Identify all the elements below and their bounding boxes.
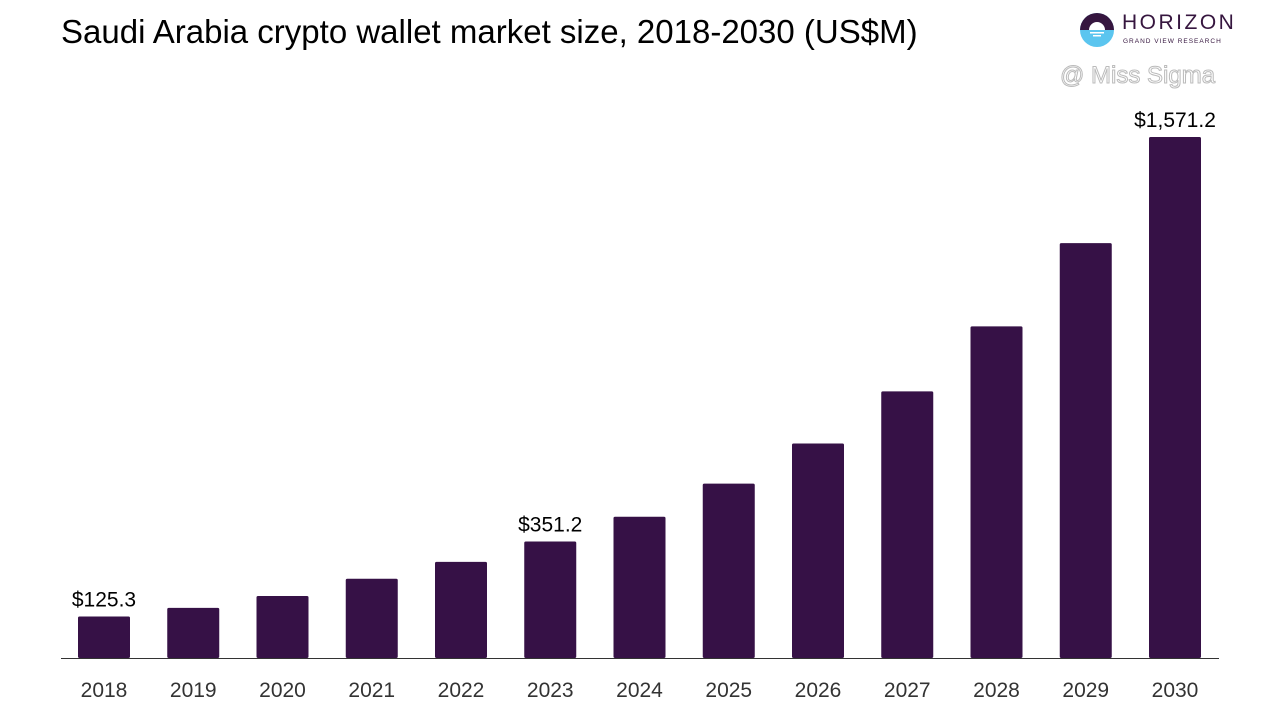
data-label-2018: $125.3 <box>72 588 136 611</box>
x-tick-label: 2024 <box>616 679 663 702</box>
logo-icon <box>1080 13 1114 47</box>
horizon-logo: HORIZON GRAND VIEW RESEARCH <box>1079 12 1234 52</box>
x-tick-label: 2025 <box>705 679 752 702</box>
x-tick-label: 2026 <box>795 679 842 702</box>
logo-subtitle: GRAND VIEW RESEARCH <box>1123 38 1222 45</box>
bar-2030 <box>1149 137 1201 658</box>
bar-2018 <box>78 616 130 658</box>
chart-title: Saudi Arabia crypto wallet market size, … <box>61 13 918 50</box>
x-tick-label: 2030 <box>1152 679 1199 702</box>
data-label-2023: $351.2 <box>518 514 582 537</box>
x-tick-label: 2018 <box>81 679 128 702</box>
x-tick-label: 2022 <box>438 679 485 702</box>
data-label-2030: $1,571.2 <box>1134 109 1216 132</box>
bar-2020 <box>256 595 309 658</box>
x-tick-label: 2028 <box>973 679 1020 702</box>
x-tick-label: 2021 <box>348 679 395 702</box>
bar-2029 <box>1059 243 1112 658</box>
x-tick-label: 2029 <box>1062 679 1109 702</box>
bar-2019 <box>167 607 220 658</box>
logo-name: HORIZON <box>1122 11 1237 34</box>
watermark: @ Miss Sigma <box>1059 62 1216 90</box>
bar-2028 <box>970 326 1023 658</box>
x-tick-label: 2027 <box>884 679 931 702</box>
bar-2023 <box>524 541 577 658</box>
bar-2021 <box>345 578 398 658</box>
x-tick-label: 2023 <box>527 679 574 702</box>
bar-2025 <box>702 483 755 658</box>
bar-2027 <box>881 391 934 658</box>
bar-2024 <box>613 516 666 658</box>
x-tick-label: 2019 <box>170 679 217 702</box>
x-tick-label: 2020 <box>259 679 306 702</box>
bar-2022 <box>435 561 487 658</box>
bar-2026 <box>792 443 844 658</box>
